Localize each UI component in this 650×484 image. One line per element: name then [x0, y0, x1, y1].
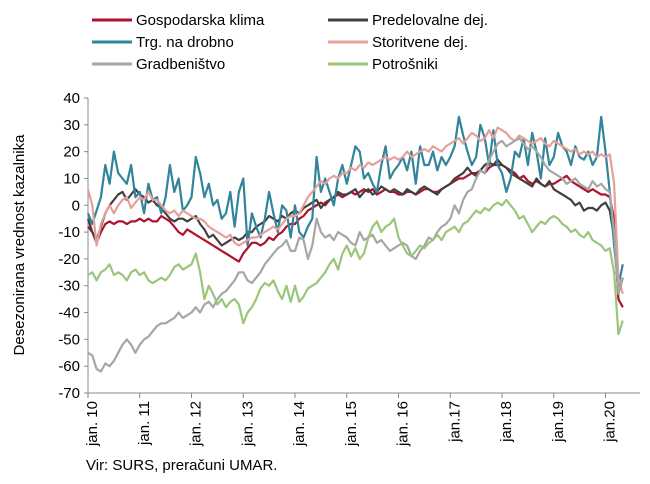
x-tick-label: jan. 16: [395, 401, 412, 447]
x-tick-label: jan. 11: [136, 401, 153, 446]
y-axis-label: Desezonirana vrednost kazalnika: [11, 134, 28, 356]
legend-label: Trg. na drobno: [136, 34, 234, 51]
series-line: [87, 137, 624, 373]
legend-label: Potrošniki: [372, 56, 438, 73]
x-tick-label: jan. 14: [291, 401, 308, 447]
y-tick-label: 20: [63, 144, 80, 161]
series-line: [86, 115, 624, 287]
series-line: [87, 198, 624, 336]
x-tick-label: jan.20: [602, 401, 619, 443]
series-line: [87, 163, 624, 308]
x-tick-label: jan. 15: [343, 401, 360, 447]
y-tick-label: -30: [58, 278, 80, 295]
legend-label: Storitvene dej.: [372, 34, 468, 51]
y-tick-label: 40: [63, 90, 80, 107]
y-tick-label: -50: [58, 331, 80, 348]
legend-label: Predelovalne dej.: [372, 12, 488, 29]
x-tick-label: jan.17: [446, 401, 463, 443]
y-tick-label: -70: [58, 385, 80, 402]
y-tick-label: -40: [58, 305, 80, 322]
x-tick-label: jan. 12: [188, 401, 205, 447]
y-tick-label: 0: [72, 197, 80, 214]
x-tick-label: jan. 13: [239, 401, 256, 447]
series-line: [86, 126, 624, 295]
x-tick-label: jan.19: [550, 401, 567, 443]
legend-label: Gradbeništvo: [136, 56, 225, 73]
series-line: [86, 158, 624, 295]
source-note: Vir: SURS, preračuni UMAR.: [86, 457, 277, 474]
x-tick-label: jan.18: [498, 401, 515, 443]
y-tick-label: -60: [58, 358, 80, 375]
x-tick-label: jan. 10: [84, 401, 101, 447]
y-tick-label: 10: [63, 170, 80, 187]
legend-label: Gospodarska klima: [136, 12, 265, 29]
y-tick-label: 30: [63, 117, 80, 134]
y-tick-label: -10: [58, 224, 80, 241]
y-tick-label: -20: [58, 251, 80, 268]
